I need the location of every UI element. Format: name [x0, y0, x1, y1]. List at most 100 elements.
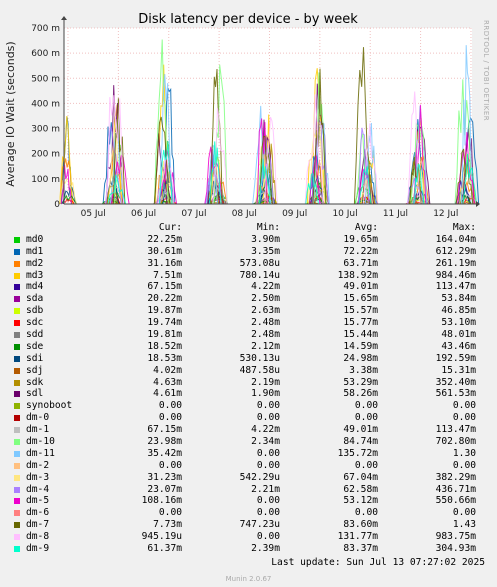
legend-max: 261.19m — [435, 257, 476, 269]
legend-min: 0.00 — [256, 412, 280, 424]
legend-cur: 20.22m — [147, 293, 182, 305]
series-line-dm-7 — [258, 135, 273, 205]
legend-min: 747.23u — [239, 519, 280, 531]
series-line-dm-5 — [413, 104, 427, 205]
x-tick-label: 06 Jul — [131, 209, 156, 219]
legend-item-dm-6: dm-6 0.00 0.00 0.00 0.00 — [12, 507, 490, 519]
series-line-dm-9 — [107, 174, 127, 205]
legend-swatch — [14, 427, 20, 434]
legend-swatch — [14, 260, 20, 267]
legend-swatch — [14, 522, 20, 529]
legend-avg: 58.26m — [343, 388, 378, 400]
legend-cur: 31.16m — [147, 257, 182, 269]
legend-swatch — [14, 462, 20, 469]
series-line-dm-3 — [307, 121, 326, 205]
legend-cur: 19.81m — [147, 329, 182, 341]
legend-cur: 22.25m — [147, 233, 182, 245]
legend-avg: 15.65m — [343, 293, 378, 305]
series-line-dm-9 — [209, 141, 222, 205]
legend-swatch — [14, 379, 20, 386]
series-line-dm-11 — [252, 105, 272, 205]
legend-swatch — [14, 296, 20, 303]
series-line-dm-8 — [105, 95, 125, 205]
series-line-dm-4 — [259, 134, 274, 205]
chart: Disk latency per device - by week Averag… — [0, 0, 497, 222]
series-line-dm-11 — [460, 45, 473, 205]
legend-cur: 18.52m — [147, 340, 182, 352]
series-line-md3 — [59, 115, 73, 205]
legend-item-dm-5: dm-5 108.16m 0.00 53.12m 550.66m — [12, 495, 490, 507]
legend-item-md3: md3 7.51m 780.14u 138.92m 984.46m — [12, 270, 490, 282]
legend-item-sdl: sdl 4.61m 1.90m 58.26m 561.53m — [12, 388, 490, 400]
series-line-dm-7 — [409, 156, 421, 205]
x-tick-label: 07 Jul — [181, 209, 206, 219]
legend-min: 2.39m — [251, 543, 280, 555]
series-line-dm-7 — [353, 47, 372, 205]
legend-avg: 62.58m — [343, 483, 378, 495]
legend-name: md4 — [26, 281, 44, 293]
y-tick-label: 100 m — [31, 175, 60, 185]
legend-min: 2.48m — [251, 329, 280, 341]
legend-item-sdj: sdj 4.02m 487.58u 3.38m 15.31m — [12, 365, 490, 377]
legend-swatch — [14, 320, 20, 327]
legend-name: dm-5 — [26, 495, 50, 507]
legend-swatch — [14, 534, 20, 541]
legend-item-dm-10: dm-10 23.98m 2.34m 84.74m 702.80m — [12, 436, 490, 448]
series-line-dm-8 — [407, 91, 421, 205]
legend-swatch — [14, 308, 20, 315]
series-line-dm-8 — [362, 123, 379, 205]
legend-min: 2.12m — [251, 340, 280, 352]
legend-avg: 49.01m — [343, 424, 378, 436]
legend-max: 304.93m — [435, 543, 476, 555]
legend-swatch — [14, 236, 20, 243]
legend-avg: 0.00 — [354, 400, 378, 412]
legend-swatch — [14, 331, 20, 338]
legend-name: sda — [26, 293, 44, 305]
legend-name: sdk — [26, 376, 44, 388]
legend-swatch — [14, 486, 20, 493]
legend-avg: 53.29m — [343, 376, 378, 388]
legend-item-sdi: sdi 18.53m 530.13u 24.98m 192.59m — [12, 353, 490, 365]
plot-area — [64, 28, 472, 204]
series-line-dm-11 — [158, 74, 173, 205]
legend-avg: 83.37m — [343, 543, 378, 555]
y-axis-arrow — [61, 16, 67, 20]
legend-min: 4.22m — [251, 424, 280, 436]
legend-min: 0.00 — [256, 400, 280, 412]
series-line-dm-8 — [212, 108, 228, 205]
legend-max: 113.47m — [435, 281, 476, 293]
legend-name: dm-8 — [26, 531, 50, 543]
y-tick-label: 700 m — [31, 24, 60, 34]
legend-min: 0.00 — [256, 447, 280, 459]
series-line-dm-5 — [60, 164, 72, 205]
series-line-dm-3 — [58, 178, 77, 205]
legend-cur: 4.61m — [153, 388, 182, 400]
legend-avg: 83.60m — [343, 519, 378, 531]
legend-min: 2.48m — [251, 317, 280, 329]
axes: 0 100 m 200 m 300 m 400 m 500 m 600 m 700 m 05 J… — [31, 16, 480, 219]
legend-avg: 14.59m — [343, 340, 378, 352]
legend-swatch — [14, 355, 20, 362]
legend-item-synoboot: synoboot 0.00 0.00 0.00 0.00 — [12, 400, 490, 412]
legend-item-dm-7: dm-7 7.73m 747.23u 83.60m 1.43 — [12, 519, 490, 531]
legend-cur: 18.53m — [147, 352, 182, 364]
legend-name: sde — [26, 340, 44, 352]
legend-max: 113.47m — [435, 424, 476, 436]
legend-max: 612.29m — [435, 245, 476, 257]
chart-title: Disk latency per device - by week — [138, 12, 358, 27]
series-line-dm-9 — [358, 166, 372, 205]
x-tick-label: 10 Jul — [332, 209, 357, 219]
header-max: Max: — [452, 222, 476, 233]
legend-name: sdj — [26, 364, 44, 376]
legend-max: 46.85m — [441, 305, 476, 317]
legend-cur: 945.19u — [141, 531, 182, 543]
legend-cur: 19.87m — [147, 305, 182, 317]
legend-min: 2.50m — [251, 293, 280, 305]
legend-cur: 35.42m — [147, 447, 182, 459]
legend-max: 0.00 — [452, 400, 476, 412]
legend-name: dm-3 — [26, 471, 50, 483]
legend-name: sdd — [26, 329, 44, 341]
legend-cur: 0.00 — [158, 507, 182, 519]
legend-avg: 0.00 — [354, 459, 378, 471]
legend-cur: 19.74m — [147, 317, 182, 329]
